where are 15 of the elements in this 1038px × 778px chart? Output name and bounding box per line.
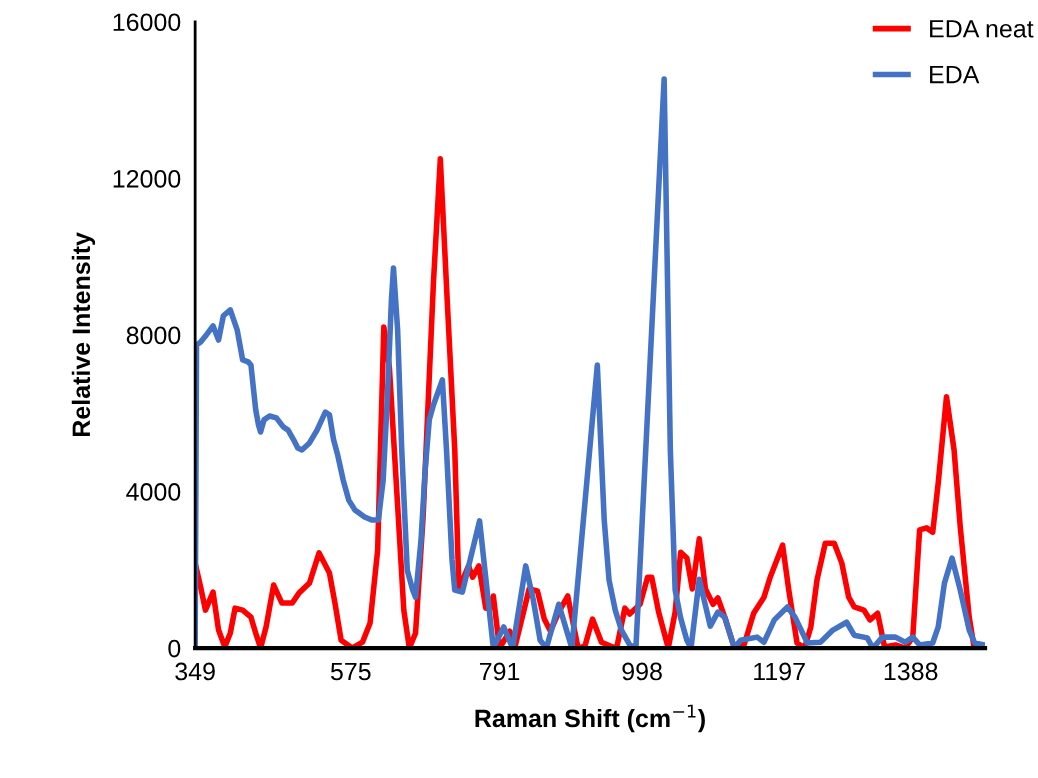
y-axis-title: Relative Intensity <box>71 232 96 437</box>
y-tick-label: 8000 <box>126 326 181 345</box>
x-tick-label: 1388 <box>884 662 938 681</box>
x-tick-label: 998 <box>622 662 662 681</box>
legend-label: EDA <box>930 65 980 84</box>
y-tick-label: 0 <box>168 639 181 658</box>
x-tick-label: 575 <box>330 662 371 681</box>
y-tick-label: 12000 <box>113 169 181 188</box>
x-axis-title: Raman Shift (cm$^{−1}$) <box>475 704 705 733</box>
x-tick-label: 1197 <box>754 662 805 681</box>
y-tick-label: 16000 <box>113 13 181 32</box>
legend-label: EDA neat <box>930 20 1034 38</box>
x-tick-label: 791 <box>479 662 520 681</box>
x-tick-label: 349 <box>175 662 215 681</box>
y-tick-label: 4000 <box>126 483 181 501</box>
